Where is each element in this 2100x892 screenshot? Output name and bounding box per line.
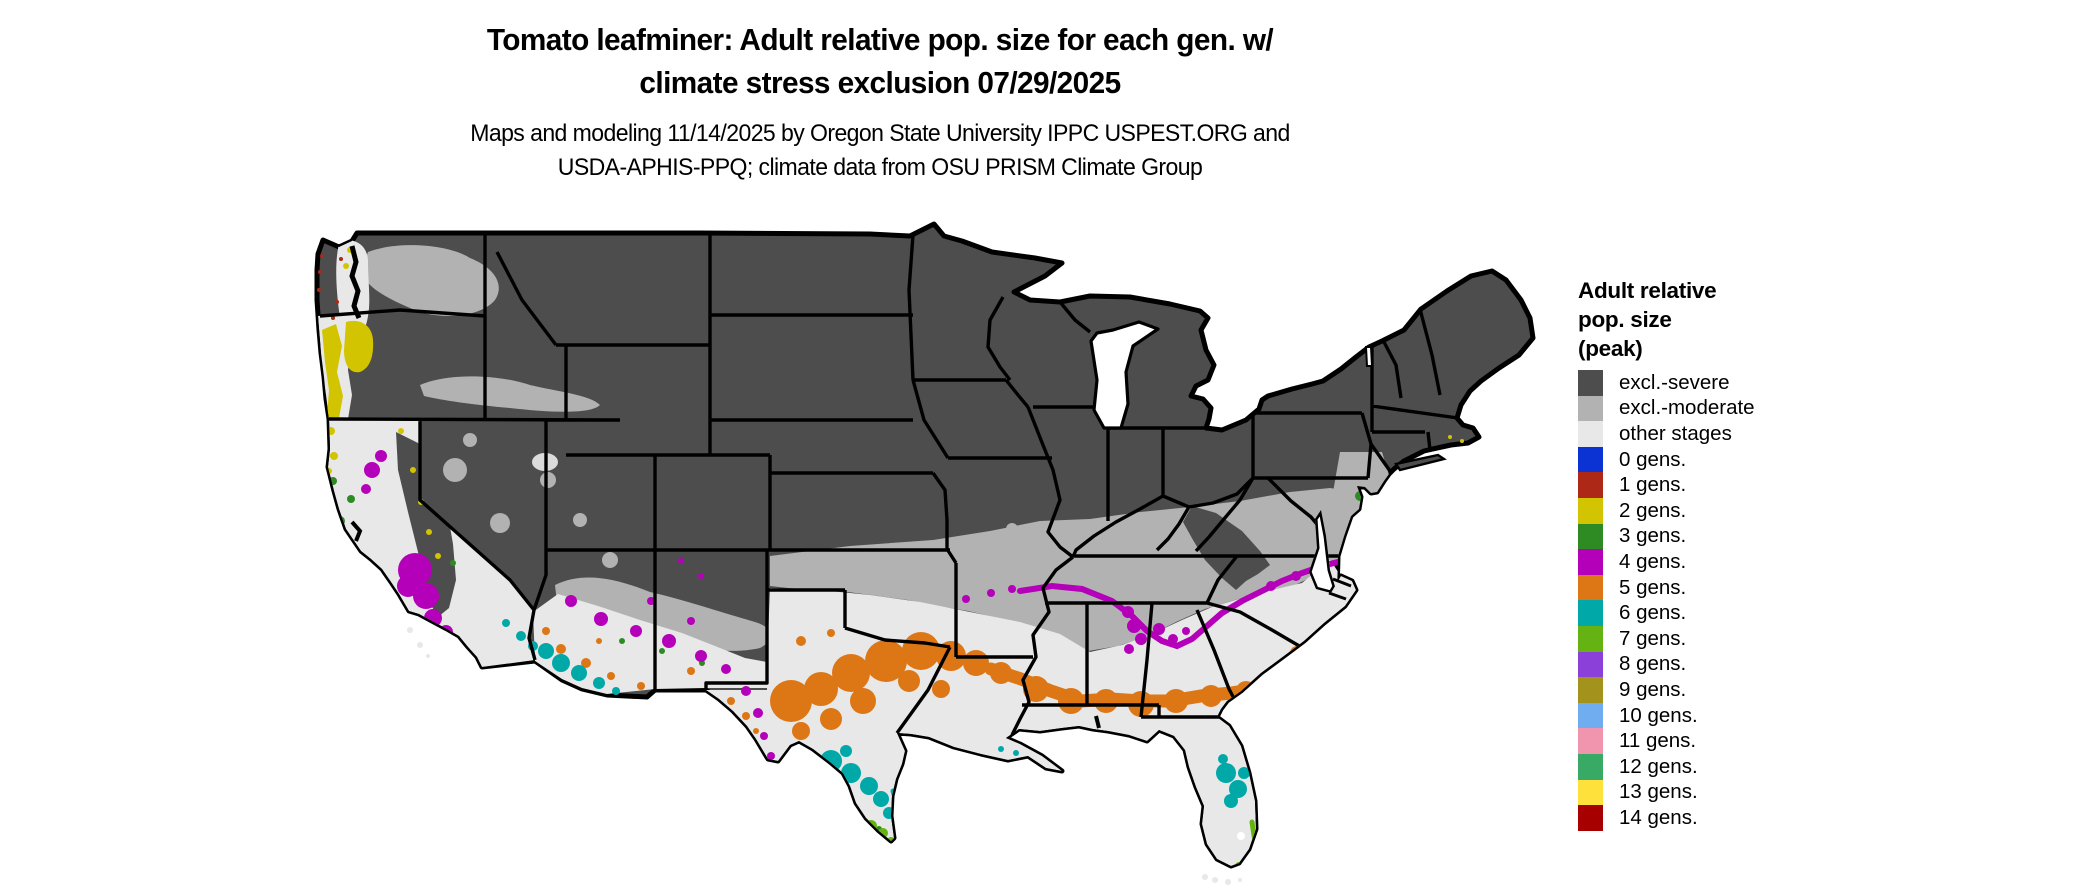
legend-swatch-g8 bbox=[1578, 651, 1603, 678]
legend-item-g7: 7 gens. bbox=[1578, 625, 1838, 652]
mobile-bay bbox=[1094, 715, 1101, 729]
legend-item-g6: 6 gens. bbox=[1578, 600, 1838, 626]
legend-swatch-excl_severe bbox=[1578, 370, 1603, 396]
legend-swatch-other_stages bbox=[1578, 421, 1603, 447]
legend-label-g7: 7 gens. bbox=[1619, 626, 1687, 650]
legend-item-g8: 8 gens. bbox=[1578, 651, 1838, 678]
legend-item-g12: 12 gens. bbox=[1578, 753, 1838, 780]
legend-title-line2: pop. size bbox=[1578, 307, 1672, 332]
legend-label-g1: 1 gens. bbox=[1619, 473, 1687, 497]
legend-title: Adult relative pop. size (peak) bbox=[1578, 276, 1838, 363]
legend-label-g11: 11 gens. bbox=[1619, 729, 1697, 753]
legend-swatch-g14 bbox=[1578, 805, 1603, 831]
map-title-line1: Tomato leafminer: Adult relative pop. si… bbox=[486, 22, 1274, 57]
map-subtitle-line1: Maps and modeling 11/14/2025 by Oregon S… bbox=[470, 120, 1290, 147]
legend-swatch-g12 bbox=[1578, 753, 1603, 780]
lake-michigan bbox=[1089, 320, 1160, 430]
legend-swatch-g13 bbox=[1578, 779, 1603, 806]
legend-label-g2: 2 gens. bbox=[1619, 498, 1687, 522]
legend-item-g14: 14 gens. bbox=[1578, 805, 1838, 831]
legend-title-line1: Adult relative bbox=[1578, 278, 1717, 303]
legend-label-g4: 4 gens. bbox=[1619, 549, 1687, 573]
legend-label-g8: 8 gens. bbox=[1619, 652, 1687, 676]
map-subtitle-line2: USDA-APHIS-PPQ; climate data from OSU PR… bbox=[557, 154, 1203, 181]
legend-swatch-excl_moderate bbox=[1578, 395, 1603, 422]
offshore-islands bbox=[407, 453, 1447, 885]
legend-rows: excl.-severe excl.-moderate other stages 0 … bbox=[1578, 370, 1838, 831]
pamlico-sound bbox=[1328, 577, 1352, 601]
legend-label-g0: 0 gens. bbox=[1619, 447, 1687, 471]
san-francisco-bay bbox=[350, 520, 363, 542]
legend-label-g3: 3 gens. bbox=[1619, 524, 1687, 548]
lake-okeechobee bbox=[1237, 832, 1245, 840]
legend-swatch-g3 bbox=[1578, 523, 1603, 550]
legend-label-g12: 12 gens. bbox=[1619, 754, 1698, 778]
legend-item-g1: 1 gens. bbox=[1578, 472, 1838, 498]
water-details bbox=[349, 245, 1352, 729]
florida-keys bbox=[1202, 874, 1242, 885]
legend-item-g3: 3 gens. bbox=[1578, 523, 1838, 550]
region-severe-overlays bbox=[396, 432, 1270, 617]
legend-label-excl_moderate: excl.-moderate bbox=[1619, 396, 1755, 420]
title-block: Tomato leafminer: Adult relative pop. si… bbox=[179, 18, 1581, 185]
legend-item-g13: 13 gens. bbox=[1578, 779, 1838, 806]
region-1-gens bbox=[317, 254, 343, 320]
legend-swatch-g0 bbox=[1578, 446, 1603, 473]
long-island bbox=[1394, 453, 1447, 472]
legend-label-g9: 9 gens. bbox=[1619, 677, 1687, 701]
map-title-line2: climate stress exclusion 07/29/2025 bbox=[639, 65, 1121, 100]
legend-label-g14: 14 gens. bbox=[1619, 805, 1698, 829]
legend-swatch-g11 bbox=[1578, 728, 1603, 754]
legend-label-g6: 6 gens. bbox=[1619, 601, 1687, 625]
legend-item-excl_severe: excl.-severe bbox=[1578, 370, 1838, 396]
legend-title-line3: (peak) bbox=[1578, 336, 1643, 361]
channel-islands bbox=[407, 627, 430, 658]
legend-label-g10: 10 gens. bbox=[1619, 703, 1698, 727]
region-6-gens bbox=[502, 619, 1250, 830]
lake-champlain bbox=[1364, 346, 1374, 367]
legend-swatch-g2 bbox=[1578, 497, 1603, 524]
region-7-gens bbox=[865, 819, 1258, 866]
legend-item-g11: 11 gens. bbox=[1578, 728, 1838, 754]
legend-item-excl_moderate: excl.-moderate bbox=[1578, 395, 1838, 422]
legend-item-g4: 4 gens. bbox=[1578, 549, 1838, 575]
legend-swatch-g7 bbox=[1578, 625, 1603, 652]
legend-item-other_stages: other stages bbox=[1578, 421, 1838, 447]
legend-swatch-g9 bbox=[1578, 677, 1603, 703]
puget-sound bbox=[349, 245, 362, 319]
state-borders bbox=[319, 233, 1459, 736]
legend-label-other_stages: other stages bbox=[1619, 421, 1732, 445]
region-2-gens bbox=[322, 247, 1464, 559]
great-lakes bbox=[1089, 320, 1374, 840]
legend-item-g10: 10 gens. bbox=[1578, 702, 1838, 729]
legend-label-excl_severe: excl.-severe bbox=[1619, 370, 1730, 394]
legend-swatch-g1 bbox=[1578, 472, 1603, 498]
legend-swatch-g5 bbox=[1578, 574, 1603, 601]
legend-item-g0: 0 gens. bbox=[1578, 446, 1838, 473]
legend-swatch-g6 bbox=[1578, 600, 1603, 626]
legend-swatch-g10 bbox=[1578, 702, 1603, 729]
legend-item-g9: 9 gens. bbox=[1578, 677, 1838, 703]
legend: Adult relative pop. size (peak) excl.-se… bbox=[1578, 276, 1838, 831]
legend-label-g13: 13 gens. bbox=[1619, 780, 1698, 804]
legend-item-g2: 2 gens. bbox=[1578, 497, 1838, 524]
legend-swatch-g4 bbox=[1578, 549, 1603, 575]
legend-label-g5: 5 gens. bbox=[1619, 575, 1687, 599]
legend-item-g5: 5 gens. bbox=[1578, 574, 1838, 601]
